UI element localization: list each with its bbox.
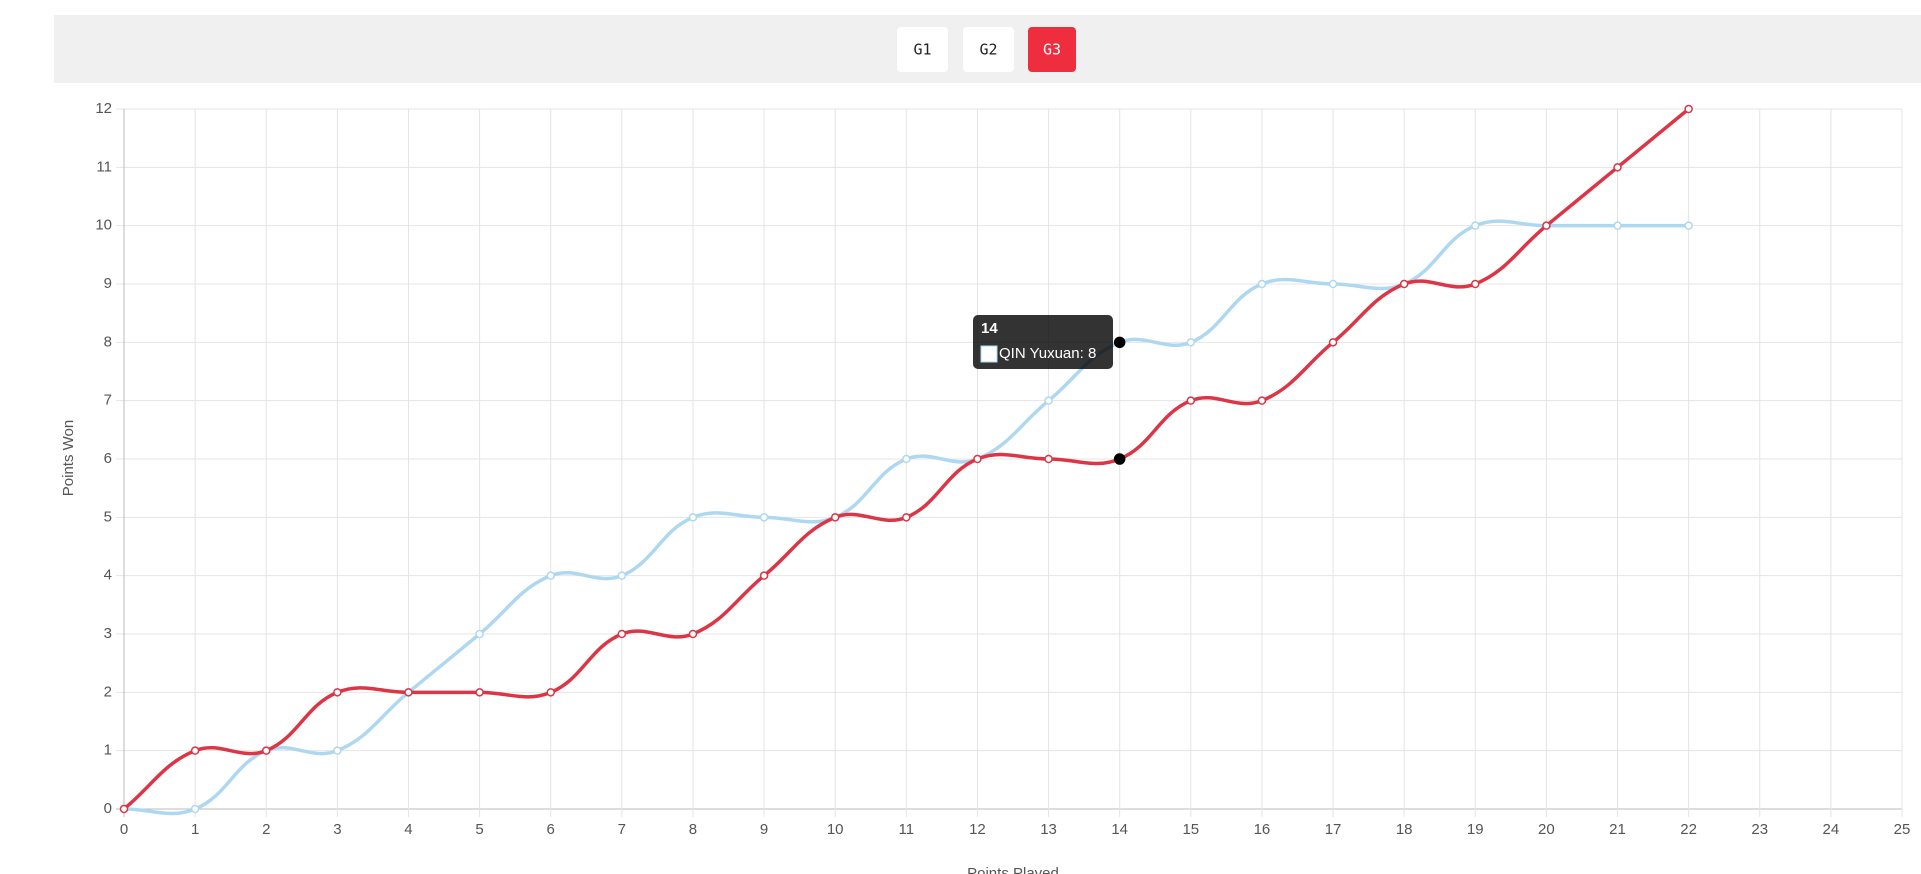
- data-point: [1186, 338, 1196, 347]
- data-point: [902, 454, 911, 464]
- data-point: [261, 746, 271, 755]
- data-point: [1399, 279, 1409, 289]
- y-tick-label: 2: [104, 683, 112, 700]
- x-tick-label: 24: [1823, 821, 1840, 838]
- x-tick-label: 2: [262, 821, 270, 838]
- series-line: [123, 219, 1689, 816]
- x-tick-label: 5: [475, 821, 483, 838]
- x-axis-label: Points Played: [967, 865, 1059, 874]
- y-tick-label: 6: [104, 450, 112, 467]
- x-tick-label: 16: [1254, 821, 1271, 838]
- tab-label[interactable]: G3: [1043, 41, 1061, 59]
- data-point: [617, 629, 627, 639]
- data-point: [759, 571, 769, 580]
- x-tick-label: 17: [1325, 821, 1342, 838]
- data-point: [1186, 396, 1196, 405]
- data-point: [1542, 221, 1551, 230]
- tab-button[interactable]: [1028, 27, 1076, 72]
- data-point: [617, 571, 627, 580]
- data-point: [119, 804, 129, 814]
- y-tick-label: 9: [104, 275, 112, 292]
- x-tick-label: 15: [1182, 821, 1199, 838]
- data-point: [546, 571, 555, 580]
- x-tick-label: 0: [120, 821, 128, 838]
- data-point: [1044, 454, 1053, 464]
- y-tick-label: 11: [96, 158, 112, 175]
- tab-button[interactable]: [897, 27, 948, 72]
- y-tick-label: 5: [104, 508, 112, 525]
- data-point: [475, 688, 484, 697]
- data-point: [1328, 279, 1338, 289]
- x-tick-label: 23: [1751, 821, 1768, 838]
- x-tick-label: 4: [404, 821, 412, 838]
- data-point: [190, 804, 200, 814]
- data-point: [404, 688, 413, 697]
- data-point: [1257, 279, 1267, 289]
- y-tick-label: 1: [104, 742, 112, 759]
- x-tick-label: 3: [333, 821, 341, 838]
- tab-label[interactable]: G1: [913, 41, 931, 59]
- x-tick-label: 8: [689, 821, 697, 838]
- y-tick-label: 3: [104, 625, 112, 642]
- data-point: [1471, 279, 1480, 289]
- x-tick-label: 1: [191, 821, 199, 838]
- x-tick-label: 25: [1894, 821, 1911, 838]
- x-tick-label: 14: [1111, 821, 1128, 838]
- tab-button[interactable]: [963, 27, 1014, 72]
- x-tick-label: 6: [547, 821, 555, 838]
- x-tick-label: 21: [1609, 821, 1626, 838]
- data-point: [1613, 221, 1622, 230]
- data-point: [333, 688, 342, 697]
- x-tick-label: 19: [1467, 821, 1484, 838]
- x-tick-label: 22: [1680, 821, 1697, 838]
- y-tick-label: 4: [104, 567, 112, 584]
- data-point: [475, 629, 484, 639]
- data-point: [1613, 163, 1622, 172]
- y-tick-label: 8: [104, 333, 112, 350]
- data-point: [688, 629, 698, 639]
- y-tick-label: 0: [104, 800, 112, 817]
- tooltip-text: QIN Yuxuan: 8: [999, 345, 1096, 362]
- data-point: [688, 513, 698, 522]
- x-tick-label: 7: [618, 821, 626, 838]
- data-point: [1113, 336, 1126, 349]
- x-tick-label: 20: [1538, 821, 1555, 838]
- data-point: [333, 746, 342, 755]
- x-tick-label: 12: [969, 821, 986, 838]
- x-tick-label: 9: [760, 821, 768, 838]
- tooltip-swatch: [980, 345, 998, 363]
- data-point: [190, 746, 200, 755]
- x-tick-label: 10: [827, 821, 844, 838]
- data-point: [1257, 396, 1267, 405]
- y-tick-label: 7: [104, 392, 112, 409]
- data-point: [1113, 453, 1126, 465]
- x-tick-label: 11: [899, 821, 915, 838]
- tooltip-box: [973, 315, 1113, 369]
- tooltip-title: 14: [981, 320, 998, 337]
- x-tick-label: 18: [1396, 821, 1413, 838]
- data-point: [1044, 396, 1053, 405]
- data-point: [1684, 104, 1693, 114]
- data-point: [546, 688, 555, 697]
- data-point: [902, 513, 911, 522]
- y-axis-label: Points Won: [60, 420, 77, 496]
- data-point: [1684, 221, 1693, 230]
- data-point: [830, 513, 840, 522]
- data-point: [1328, 338, 1338, 347]
- data-point: [759, 513, 769, 522]
- data-point: [973, 454, 982, 464]
- data-point: [1471, 221, 1480, 230]
- y-tick-label: 12: [95, 100, 112, 117]
- tab-label[interactable]: G2: [979, 41, 997, 59]
- y-tick-label: 10: [95, 217, 112, 234]
- x-tick-label: 13: [1040, 821, 1057, 838]
